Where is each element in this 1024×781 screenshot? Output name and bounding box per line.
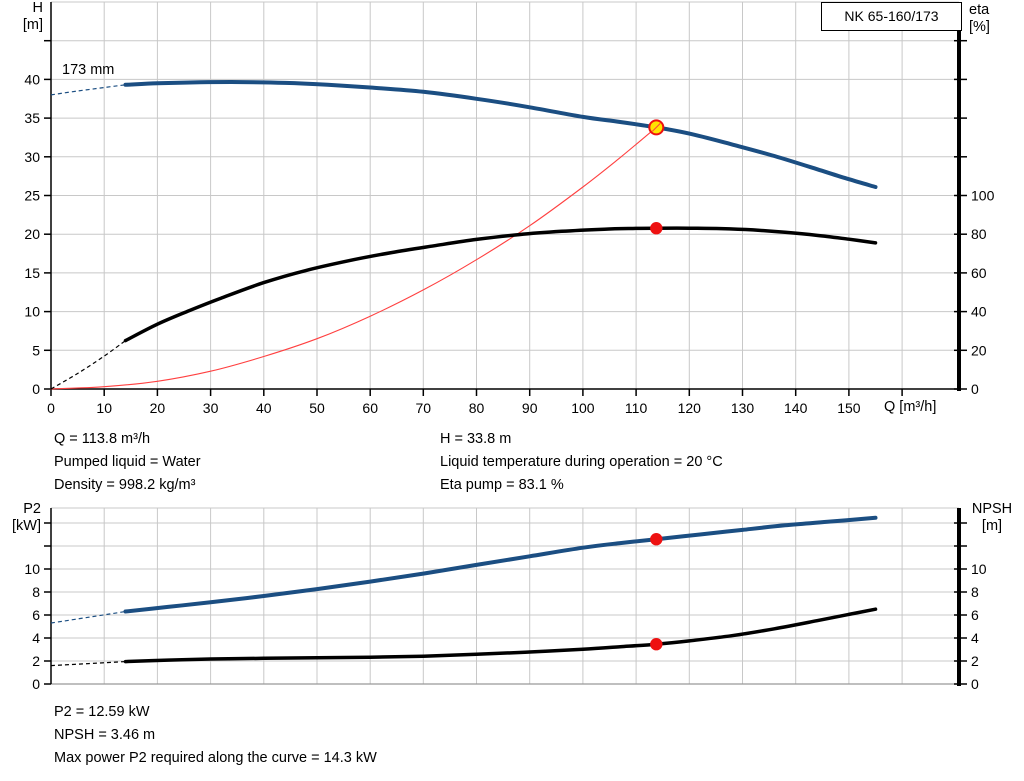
x-axis-tick-label: 120 [678, 400, 702, 416]
right-axis-tick-label: 100 [971, 188, 995, 204]
x-axis-tick-label: 10 [96, 400, 112, 416]
right-axis-tick-label: 4 [971, 630, 979, 646]
right-axis-tick-label: 8 [971, 584, 979, 600]
right-axis-tick-label: 80 [971, 226, 987, 242]
result-block: P2 = 12.59 kW NPSH = 3.46 m Max power P2… [54, 701, 377, 770]
eta-axis-label: eta [969, 2, 990, 18]
left-axis-tick-label: 15 [24, 265, 40, 281]
npsh-curve [123, 607, 878, 664]
p2-axis-label: P2 [23, 501, 41, 517]
right-axis-tick-label: 10 [971, 561, 987, 577]
q-axis-unit-label: Q [m³/h] [884, 399, 937, 415]
info-eta-pump: Eta pump = 83.1 % [440, 477, 564, 493]
bottom-right-axis-title: NPSH [m] [966, 501, 1018, 535]
pump-model-box: NK 65-160/173 [821, 2, 962, 31]
eta-curve [123, 226, 878, 343]
info-liquid-temperature: Liquid temperature during operation = 20… [440, 454, 723, 470]
qh-eta-chart: 0 5 10 15 20 25 30 35 40 0 20 40 60 80 100 0 10 20 30 40 50 6… [24, 1, 995, 416]
h-axis-unit: [m] [22, 17, 43, 33]
right-axis-tick-label: 60 [971, 265, 987, 281]
qh-curve [123, 80, 878, 189]
left-axis-tick-label: 6 [32, 607, 40, 623]
info-density: Density = 998.2 kg/m³ [54, 477, 196, 493]
x-axis-tick-label: 0 [47, 400, 55, 416]
x-axis-tick-label: 60 [362, 400, 378, 416]
info-pumped-liquid: Pumped liquid = Water [54, 454, 201, 470]
qh-curve-dashed [50, 84, 126, 96]
impeller-diameter-label: 173 mm [62, 62, 115, 78]
result-npsh: NPSH = 3.46 m [54, 727, 156, 743]
x-axis-tick-label: 150 [837, 400, 861, 416]
x-axis-tick-label: 50 [309, 400, 325, 416]
left-axis-tick-label: 0 [32, 676, 40, 692]
x-axis-tick-label: 80 [469, 400, 485, 416]
npsh-axis-unit: [m] [981, 518, 1003, 534]
x-axis-tick-label: 30 [203, 400, 219, 416]
p2-npsh-chart: 0 2 4 6 8 10 0 2 4 6 8 10 [24, 507, 987, 692]
info-block-left: Q = 113.8 m³/h Pumped liquid = Water Den… [54, 428, 201, 497]
system-curve [50, 126, 657, 390]
left-axis-tick-label: 8 [32, 584, 40, 600]
right-axis-tick-label: 0 [971, 381, 979, 397]
p2-axis-unit: [kW] [12, 518, 41, 534]
left-axis-tick-label: 30 [24, 149, 40, 165]
left-axis-tick-label: 2 [32, 653, 40, 669]
x-axis-tick-label: 20 [150, 400, 166, 416]
left-axis-tick-label: 0 [32, 381, 40, 397]
operating-point-marker [650, 222, 663, 235]
info-flow: Q = 113.8 m³/h [54, 431, 151, 447]
x-axis-tick-label: 110 [625, 400, 648, 416]
npsh-curve-dashed [50, 661, 126, 667]
result-max-power: Max power P2 required along the curve = … [54, 750, 377, 766]
top-left-axis-title: H [m] [0, 0, 43, 34]
left-axis-tick-label: 5 [32, 342, 40, 358]
h-axis-label: H [32, 0, 43, 16]
left-axis-tick-label: 10 [24, 304, 40, 320]
left-axis-tick-label: 25 [24, 188, 40, 204]
eta-curve-dashed [50, 340, 126, 390]
x-axis-tick-label: 40 [256, 400, 272, 416]
bottom-left-axis-title: P2 [kW] [0, 501, 41, 535]
p2-curve [123, 515, 878, 614]
right-axis-tick-label: 6 [971, 607, 979, 623]
right-axis-tick-label: 2 [971, 653, 979, 669]
x-axis-tick-label: 130 [731, 400, 755, 416]
x-axis-tick-label: 90 [522, 400, 538, 416]
x-axis-tick-label: 100 [571, 400, 595, 416]
right-axis-tick-label: 40 [971, 304, 987, 320]
x-axis-tick-label: 70 [416, 400, 432, 416]
operating-point-marker [650, 533, 663, 546]
info-block-right: H = 33.8 m Liquid temperature during ope… [440, 428, 723, 497]
right-axis-tick-label: 0 [971, 676, 979, 692]
duty-point-system-line [651, 123, 661, 132]
info-head: H = 33.8 m [440, 431, 512, 447]
left-axis-tick-label: 4 [32, 630, 40, 646]
left-axis-tick-label: 20 [24, 226, 40, 242]
pump-model-label: NK 65-160/173 [844, 8, 939, 24]
operating-point-marker [650, 638, 663, 651]
left-axis-tick-label: 10 [24, 561, 40, 577]
p2-curve-dashed [50, 610, 126, 624]
top-right-axis-title: eta [%] [969, 2, 1023, 36]
x-axis-tick-label: 140 [784, 400, 808, 416]
npsh-axis-label: NPSH [971, 501, 1013, 517]
result-p2: P2 = 12.59 kW [54, 704, 150, 720]
right-axis-tick-label: 20 [971, 342, 987, 358]
left-axis-tick-label: 40 [24, 71, 40, 87]
eta-axis-unit: [%] [969, 19, 990, 35]
left-axis-tick-label: 35 [24, 110, 40, 126]
